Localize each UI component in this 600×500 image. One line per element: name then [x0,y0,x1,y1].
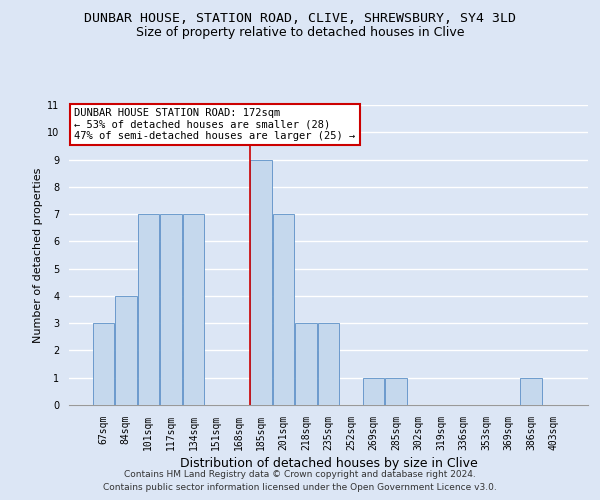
X-axis label: Distribution of detached houses by size in Clive: Distribution of detached houses by size … [179,457,478,470]
Bar [250,160,272,405]
Bar [520,378,542,405]
Bar [273,214,294,405]
Bar [363,378,384,405]
Bar [295,323,317,405]
Text: Size of property relative to detached houses in Clive: Size of property relative to detached ho… [136,26,464,39]
Bar [137,214,159,405]
Bar [385,378,407,405]
Bar [318,323,339,405]
Text: DUNBAR HOUSE, STATION ROAD, CLIVE, SHREWSBURY, SY4 3LD: DUNBAR HOUSE, STATION ROAD, CLIVE, SHREW… [84,12,516,26]
Bar [160,214,182,405]
Bar [115,296,137,405]
Text: Contains HM Land Registry data © Crown copyright and database right 2024.
Contai: Contains HM Land Registry data © Crown c… [103,470,497,492]
Bar [92,323,114,405]
Bar [182,214,204,405]
Y-axis label: Number of detached properties: Number of detached properties [33,168,43,342]
Text: DUNBAR HOUSE STATION ROAD: 172sqm
← 53% of detached houses are smaller (28)
47% : DUNBAR HOUSE STATION ROAD: 172sqm ← 53% … [74,108,355,141]
